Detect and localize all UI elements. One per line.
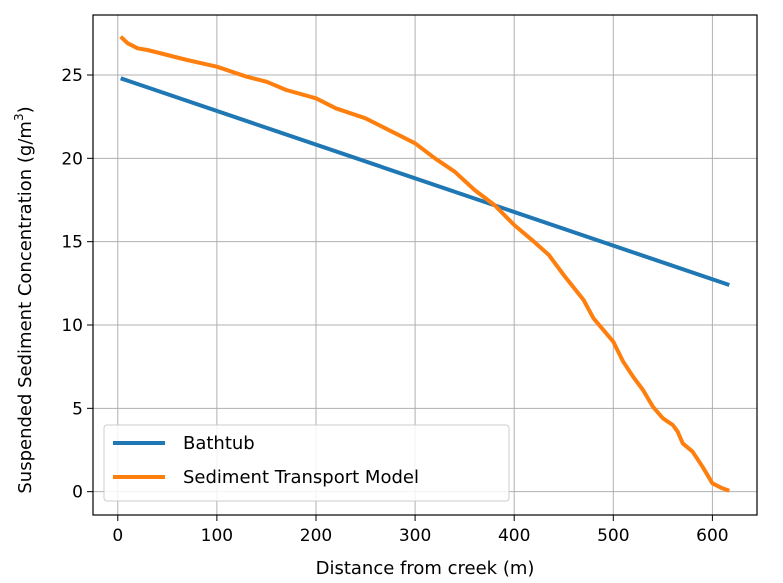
axis-ticks: 0 100 200 300 400 500 600 0 5 10 15 20 25 — [61, 66, 728, 546]
x-tick-label: 400 — [498, 526, 530, 546]
y-tick-label: 20 — [61, 149, 83, 169]
legend: Bathtub Sediment Transport Model — [103, 424, 510, 502]
y-axis-label-close: ) — [15, 106, 36, 113]
y-tick-label: 0 — [72, 483, 83, 503]
y-axis-label: Suspended Sediment Concentration (g/m3) — [12, 106, 36, 493]
x-tick-label: 200 — [300, 526, 332, 546]
y-axis-label-superscript: 3 — [12, 113, 26, 121]
x-axis-label: Distance from creek (m) — [316, 558, 535, 579]
y-tick-label: 10 — [61, 316, 83, 336]
x-tick-label: 0 — [112, 526, 123, 546]
legend-box — [103, 424, 510, 502]
series-line-sediment-transport-model — [119, 35, 730, 493]
x-tick-label: 100 — [201, 526, 233, 546]
y-tick-label: 25 — [61, 66, 83, 86]
x-tick-label: 300 — [399, 526, 431, 546]
legend-label-sediment-transport-model: Sediment Transport Model — [183, 467, 419, 488]
y-tick-label: 15 — [61, 233, 83, 253]
y-tick-label: 5 — [72, 399, 83, 419]
legend-label-bathtub: Bathtub — [183, 433, 255, 454]
series-line-bathtub — [120, 76, 730, 287]
y-axis-label-main: Suspended Sediment Concentration (g/m — [15, 121, 36, 494]
x-tick-label: 600 — [696, 526, 728, 546]
series-lines — [119, 35, 730, 493]
plot-frame — [92, 14, 758, 516]
x-tick-label: 500 — [597, 526, 629, 546]
